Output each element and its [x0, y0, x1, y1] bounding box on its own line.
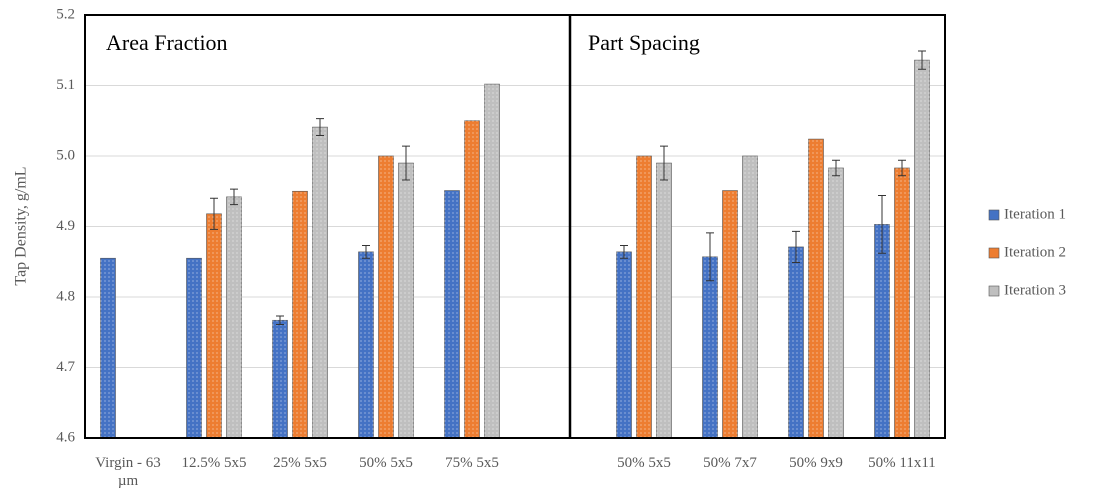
bar-texture: [808, 139, 824, 438]
error-bar: [706, 232, 714, 282]
x-tick-label: 12.5% 5x5: [181, 455, 247, 471]
error-bar: [792, 230, 800, 263]
x-tick-label: Virgin - 63 µm: [95, 455, 161, 489]
legend-label: Iteration 2: [1004, 244, 1066, 260]
y-tick-label: 5.0: [56, 147, 75, 163]
bar-texture: [742, 156, 758, 438]
bar-texture: [206, 213, 222, 438]
legend-label: Iteration 3: [1004, 282, 1066, 298]
bar-texture: [292, 191, 308, 438]
bar-texture: [828, 167, 844, 439]
error-bar: [832, 159, 840, 177]
bar-texture: [914, 60, 930, 439]
error-bar: [918, 50, 926, 70]
annotation: Area Fraction: [106, 30, 228, 55]
x-tick-label: 50% 5x5: [359, 455, 413, 471]
x-tick-label: 50% 5x5: [617, 455, 671, 471]
bar-texture: [398, 163, 414, 439]
error-bar: [402, 145, 410, 181]
bar-texture: [656, 163, 672, 439]
bar-texture: [272, 320, 288, 438]
y-tick-label: 4.9: [56, 218, 75, 234]
bar-texture: [378, 156, 394, 438]
y-tick-label: 4.8: [56, 288, 75, 304]
plot-frame: [84, 14, 946, 439]
y-axis-label: Tap Density, g/mL: [13, 166, 30, 285]
bar-texture: [788, 246, 804, 438]
error-bar: [660, 145, 668, 181]
bar-texture: [894, 167, 910, 439]
x-tick-label: 50% 7x7: [703, 455, 757, 471]
bar-texture: [874, 224, 890, 438]
bar-texture: [358, 251, 374, 438]
bar-texture: [312, 127, 328, 438]
bar-texture: [444, 190, 460, 438]
legend-swatch: [988, 247, 1000, 259]
x-tick-label: 50% 11x11: [868, 455, 936, 471]
bar-texture: [100, 258, 116, 438]
error-bar: [276, 315, 284, 325]
x-tick-label: 50% 9x9: [789, 455, 843, 471]
legend-label: Iteration 1: [1004, 206, 1066, 222]
bar-texture: [186, 258, 202, 438]
x-tick-label: 75% 5x5: [445, 455, 499, 471]
y-tick-label: 4.6: [56, 429, 75, 445]
bar-texture: [722, 190, 738, 438]
bar-texture: [702, 256, 718, 438]
error-bar: [878, 194, 886, 254]
error-bar: [620, 245, 628, 259]
bar-texture: [226, 196, 242, 438]
error-bar: [230, 188, 238, 206]
y-tick-label: 5.1: [56, 77, 75, 93]
error-bar: [316, 118, 324, 137]
error-bar: [898, 159, 906, 177]
legend-swatch: [988, 209, 1000, 221]
bar-texture: [484, 84, 500, 438]
legend-swatch: [988, 285, 1000, 297]
bar-texture: [464, 120, 480, 438]
error-bar: [210, 197, 218, 230]
error-bar: [362, 245, 370, 259]
y-tick-label: 4.7: [56, 359, 75, 375]
bar-texture: [616, 251, 632, 438]
x-tick-label: 25% 5x5: [273, 455, 327, 471]
y-tick-label: 5.2: [56, 6, 75, 22]
annotation: Part Spacing: [588, 30, 700, 55]
bar-texture: [636, 156, 652, 438]
